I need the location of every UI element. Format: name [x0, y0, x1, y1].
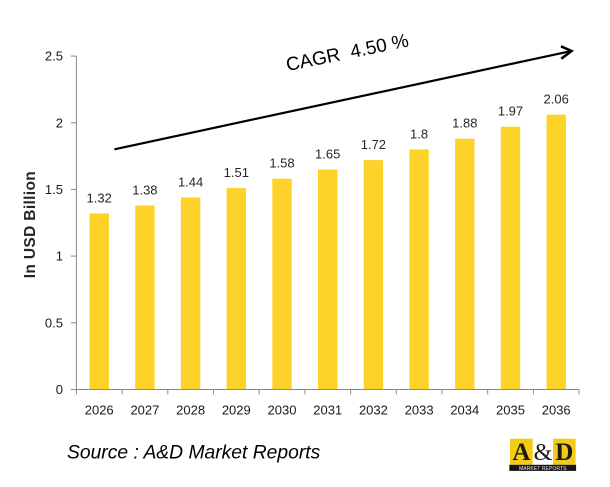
svg-text:Source : A&D Market Reports: Source : A&D Market Reports	[67, 443, 321, 464]
svg-text:1.72: 1.72	[361, 137, 386, 152]
svg-text:2.5: 2.5	[45, 49, 63, 64]
svg-text:D: D	[555, 439, 573, 466]
svg-text:2034: 2034	[450, 403, 479, 418]
svg-text:0: 0	[56, 382, 63, 397]
svg-text:&: &	[534, 440, 553, 466]
svg-text:2036: 2036	[542, 403, 571, 418]
svg-text:2031: 2031	[313, 403, 342, 418]
svg-text:2029: 2029	[222, 403, 251, 418]
svg-text:1: 1	[56, 249, 63, 264]
svg-text:1.5: 1.5	[45, 182, 63, 197]
svg-text:0.5: 0.5	[45, 315, 63, 330]
svg-text:2027: 2027	[130, 403, 159, 418]
svg-text:2030: 2030	[268, 403, 297, 418]
svg-text:2033: 2033	[405, 403, 434, 418]
svg-text:1.32: 1.32	[87, 190, 112, 205]
svg-text:2028: 2028	[176, 403, 205, 418]
svg-text:1.8: 1.8	[410, 126, 428, 141]
svg-text:In USD Billion: In USD Billion	[22, 171, 39, 278]
svg-text:1.51: 1.51	[224, 165, 249, 180]
svg-text:2026: 2026	[85, 403, 114, 418]
svg-text:1.88: 1.88	[452, 116, 477, 131]
svg-text:A: A	[512, 439, 530, 466]
svg-text:2035: 2035	[496, 403, 525, 418]
svg-text:MARKET REPORTS: MARKET REPORTS	[519, 466, 567, 472]
svg-text:2032: 2032	[359, 403, 388, 418]
svg-text:2.06: 2.06	[544, 92, 569, 107]
svg-text:1.65: 1.65	[315, 146, 340, 161]
svg-text:1.44: 1.44	[178, 174, 203, 189]
svg-text:1.58: 1.58	[269, 156, 294, 171]
svg-text:1.97: 1.97	[498, 104, 523, 119]
svg-text:2: 2	[56, 115, 63, 130]
svg-text:1.38: 1.38	[132, 182, 157, 197]
